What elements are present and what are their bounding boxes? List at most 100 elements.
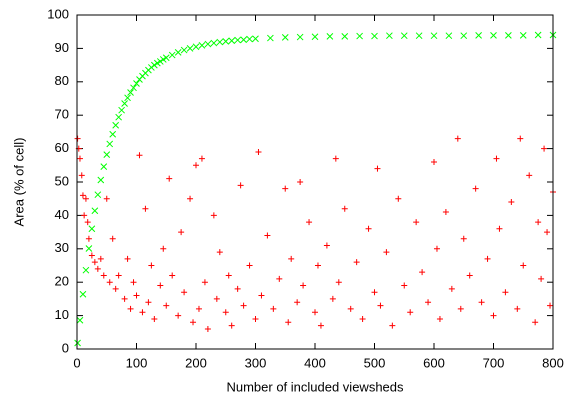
point [365, 225, 372, 232]
point [186, 45, 194, 52]
point [395, 195, 402, 202]
point [127, 89, 134, 96]
x-tick-label: 0 [73, 355, 80, 370]
point [252, 35, 259, 43]
point [168, 51, 176, 59]
point [323, 242, 330, 249]
x-tick-label: 600 [423, 355, 445, 370]
y-tick-label: 60 [55, 140, 69, 155]
y-tick-label: 100 [47, 6, 69, 21]
point [82, 195, 89, 202]
point [460, 235, 467, 242]
point [442, 209, 449, 216]
point [204, 40, 212, 48]
point [326, 33, 334, 40]
point [234, 285, 241, 292]
point [216, 38, 224, 46]
point [112, 285, 119, 292]
point [255, 148, 262, 155]
y-tick-label: 10 [55, 307, 69, 322]
point [76, 155, 83, 162]
x-tick-label: 200 [185, 355, 207, 370]
point [130, 84, 137, 92]
point [81, 212, 88, 219]
point [267, 34, 274, 42]
point [519, 32, 527, 39]
point [162, 54, 170, 62]
point [100, 272, 107, 279]
point [190, 319, 197, 326]
point [252, 315, 259, 322]
point [457, 305, 464, 312]
point [490, 312, 497, 319]
point [532, 319, 539, 326]
point [425, 299, 432, 306]
x-tick-label: 400 [304, 355, 326, 370]
point [415, 32, 423, 40]
point [466, 272, 473, 279]
point [508, 199, 515, 206]
point [534, 31, 542, 39]
point [544, 229, 551, 236]
point [294, 299, 301, 306]
point [413, 219, 420, 226]
point [496, 225, 503, 232]
point [103, 151, 111, 158]
point [460, 32, 468, 40]
point [195, 305, 202, 312]
point [222, 38, 230, 45]
point [136, 152, 143, 159]
point [538, 275, 545, 282]
point [225, 272, 232, 279]
point [163, 302, 170, 309]
point [341, 205, 348, 212]
point [139, 309, 146, 316]
point [97, 255, 104, 262]
point [258, 292, 265, 299]
point [204, 325, 211, 332]
point [281, 34, 289, 41]
point [181, 289, 188, 296]
point [347, 305, 354, 312]
point [121, 295, 128, 302]
point [216, 249, 223, 256]
point [353, 259, 360, 266]
point [383, 249, 390, 256]
x-tick-label: 800 [542, 355, 564, 370]
point [213, 295, 220, 302]
point [371, 32, 378, 40]
point [76, 316, 84, 324]
point [514, 305, 521, 312]
point [94, 191, 102, 199]
point [88, 225, 96, 233]
point [145, 299, 152, 306]
point [228, 322, 235, 329]
point [234, 36, 242, 44]
point [517, 135, 524, 142]
point [240, 302, 247, 309]
x-tick-label: 500 [364, 355, 386, 370]
point [169, 272, 176, 279]
point [520, 262, 527, 269]
point [505, 32, 512, 39]
point [74, 135, 81, 142]
point [335, 279, 342, 286]
point [419, 269, 426, 276]
point [121, 100, 128, 107]
y-tick-label: 70 [55, 107, 69, 122]
point [306, 219, 313, 226]
point [124, 94, 131, 102]
point [112, 121, 120, 129]
point [148, 262, 155, 269]
point [201, 279, 208, 286]
point [94, 265, 101, 272]
point [282, 185, 289, 192]
point [386, 32, 393, 40]
point [228, 37, 236, 45]
point [79, 290, 87, 298]
point [157, 282, 164, 289]
point [401, 282, 408, 289]
point [222, 309, 229, 316]
point [85, 235, 92, 242]
